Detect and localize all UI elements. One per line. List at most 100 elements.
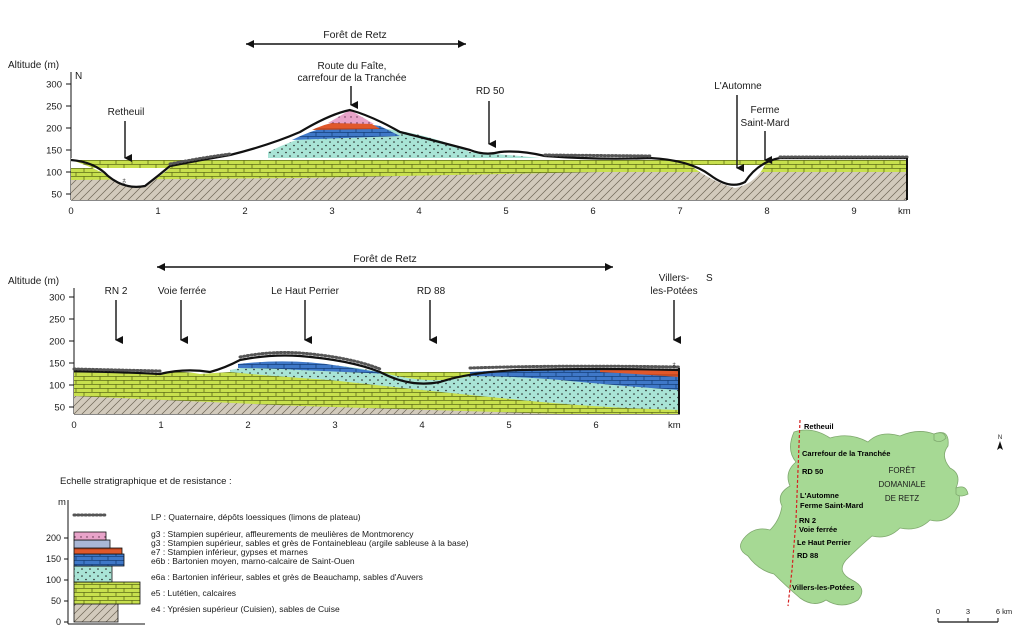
legend-item-e5: e5 : Lutétien, calcaires [151, 588, 236, 598]
legend-swatch-e6b [73, 553, 125, 567]
y-tick-label: 50 [54, 403, 65, 414]
x-ticks-1: 0 1 2 3 4 5 6 7 8 9 km [68, 206, 910, 217]
scale-bar: 0 3 6 km [936, 607, 1012, 623]
x-tick-label: 7 [677, 206, 682, 217]
y-tick-label: 300 [46, 80, 62, 91]
map-label-rn2: RN 2 [799, 516, 816, 525]
x-tick-label: 2 [245, 420, 250, 431]
legend-item-e6b: e6b : Bartonien moyen, marno-calcaire de… [151, 556, 355, 566]
scale-label: 0 [936, 607, 940, 616]
valley-automne [690, 165, 765, 188]
map-forest-name-1: FORÊT [888, 466, 915, 475]
north-arrow-icon: N [997, 435, 1003, 450]
y-tick-label: 50 [51, 190, 62, 201]
forest-span-arrow-2 [157, 263, 613, 271]
y-tick-label: 150 [46, 554, 61, 564]
place-les-potees: les-Potées [650, 286, 697, 297]
x-tick-label: 2 [242, 206, 247, 217]
map-label-retheuil: Retheuil [804, 422, 834, 431]
x-tick-label: 5 [506, 420, 511, 431]
place-ferme: Ferme [751, 105, 780, 116]
y-ticks-1: 300 250 200 150 100 50 [46, 80, 71, 201]
y-tick-label: 250 [46, 102, 62, 113]
y-tick-label: 100 [49, 381, 65, 392]
place-haut-perrier: Le Haut Perrier [271, 286, 339, 297]
forest-label-1: Forêt de Retz [323, 29, 387, 41]
y-tick-label: 50 [51, 596, 61, 606]
y-ticks-2: 300 250 200 150 100 50 [49, 293, 74, 414]
map-label-carrefour: Carrefour de la Tranchée [802, 449, 890, 458]
legend-item-e6a: e6a : Bartonien inférieur, sables et grè… [151, 572, 423, 582]
layer-bartonien-moyen-2 [238, 361, 679, 390]
place-route-du-faite: Route du Faîte, [318, 61, 387, 72]
y-tick-label: 150 [46, 146, 62, 157]
legend-swatch-e7 [73, 547, 123, 555]
north-arrow-label: N [998, 435, 1002, 441]
y-tick-label: 250 [49, 315, 65, 326]
scale-label: 3 [966, 607, 970, 616]
y-tick-label: 100 [46, 168, 62, 179]
map-label-automne: L'Automne [800, 491, 839, 500]
legend-item-e7: e7 : Stampien inférieur, gypses et marne… [151, 547, 308, 557]
map-label-haut-perrier: Le Haut Perrier [797, 538, 851, 547]
layer-meulieres-1 [328, 110, 374, 124]
x-tick-label: 1 [155, 206, 160, 217]
place-automne: L'Automne [714, 81, 762, 92]
scale-label: 6 km [996, 607, 1012, 616]
map-label-voie-ferree: Voie ferrée [799, 525, 837, 534]
place-villers: Villers- [659, 273, 689, 284]
map-forest-name-2: DOMANIALE [878, 480, 925, 489]
loess-deposits-2 [72, 351, 681, 373]
y-tick-label: 0 [56, 617, 61, 627]
forest-label-2: Forêt de Retz [353, 253, 417, 265]
x-tick-label: 9 [851, 206, 856, 217]
topographic-profile-2 [73, 354, 680, 385]
map-label-rd88: RD 88 [797, 551, 818, 560]
forest-span-arrow-1 [246, 40, 466, 48]
church-icon: ♁ [670, 360, 678, 371]
x-tick-label: 3 [332, 420, 337, 431]
altitude-axis-title-1: Altitude (m) [8, 60, 59, 71]
layer-ypresien-2 [74, 396, 560, 414]
x-tick-label: 5 [503, 206, 508, 217]
y-tick-label: 100 [46, 575, 61, 585]
y-tick-label: 200 [46, 533, 61, 543]
location-map: Retheuil Carrefour de la Tranchée RD 50 … [740, 419, 1012, 623]
x-tick-label: 4 [416, 206, 421, 217]
layer-bartonien-inf-1 [268, 127, 540, 158]
legend-item-g3-meulieres: g3 : Stampien supérieur, affleurements d… [151, 529, 414, 539]
x-unit-label-2: km [668, 420, 681, 431]
x-tick-label: 3 [329, 206, 334, 217]
legend-swatch-e6a [73, 565, 113, 583]
altitude-axis-title-2: Altitude (m) [8, 276, 59, 287]
map-label-rd50: RD 50 [802, 467, 823, 476]
y-tick-label: 200 [49, 337, 65, 348]
layer-ypresien-1 [71, 172, 907, 200]
stratigraphic-legend: Echelle stratigraphique et de resistance… [46, 476, 469, 627]
x-unit-label-1: km [898, 206, 911, 217]
place-rn2: RN 2 [105, 286, 128, 297]
x-tick-label: 6 [590, 206, 595, 217]
legend-y-ticks: 200 150 100 50 0 [46, 533, 68, 627]
x-tick-label: 1 [158, 420, 163, 431]
map-label-saint-mard: Ferme Saint-Mard [800, 501, 864, 510]
x-tick-label: 0 [71, 420, 76, 431]
legend-item-e4: e4 : Yprésien supérieur (Cuisien), sable… [151, 604, 340, 614]
topographic-profile-1 [70, 108, 907, 188]
valley-retheuil [71, 160, 170, 187]
legend-item-g3-fontainebleau: g3 : Stampien supérieur, sables et grès … [151, 538, 469, 548]
place-retheuil: Retheuil [108, 107, 145, 118]
legend-swatch-g3-meulieres [73, 531, 107, 541]
legend-axis-unit: m [58, 497, 66, 508]
church-icon: ♁ [120, 176, 128, 187]
profile-2: Forêt de Retz Altitude (m) S 300 250 200… [8, 253, 713, 431]
x-tick-label: 8 [764, 206, 769, 217]
section-line [787, 419, 801, 607]
south-label: S [706, 273, 713, 284]
map-forest-name-3: DE RETZ [885, 494, 919, 503]
place-voie-ferree: Voie ferrée [158, 286, 207, 297]
legend-swatch-g3-fontainebleau [73, 539, 111, 549]
x-tick-label: 0 [68, 206, 73, 217]
legend-title: Echelle stratigraphique et de resistance… [60, 476, 232, 487]
